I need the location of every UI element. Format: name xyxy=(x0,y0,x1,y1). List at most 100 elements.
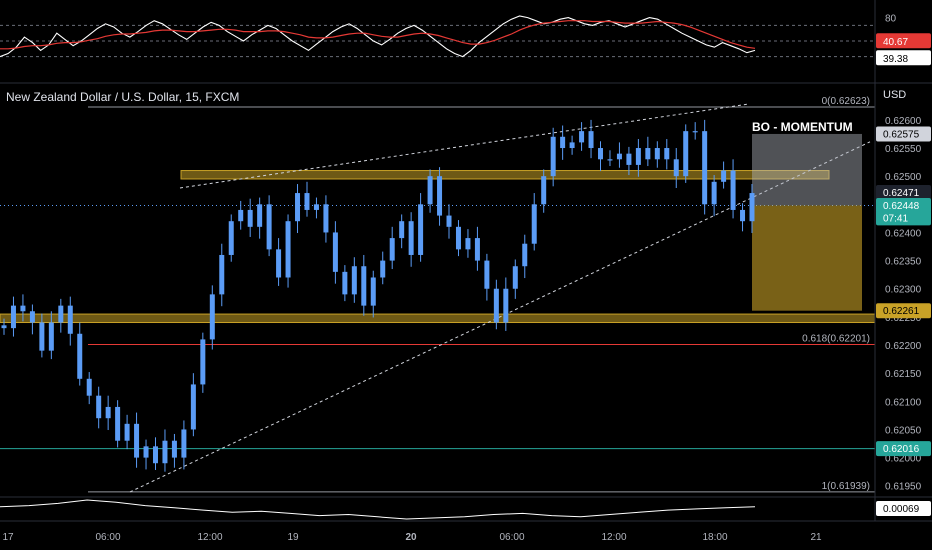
candle-body xyxy=(209,294,215,340)
time-axis-tick-day: 20 xyxy=(405,532,417,543)
bottom-indicator-value: 0.00069 xyxy=(883,504,920,515)
candle-body xyxy=(522,243,528,267)
candle-body xyxy=(683,131,689,177)
candle-body xyxy=(664,148,670,160)
price-label-badge xyxy=(876,197,931,213)
candle-body xyxy=(616,153,622,160)
rsi-ma-line xyxy=(0,20,756,50)
price-axis: 80 40.67 39.38 0.61950 0.62000 0.62050 0.62100… xyxy=(876,14,931,516)
candle-body xyxy=(323,204,329,233)
time-axis-tick: 12:00 xyxy=(601,532,626,543)
candle-body xyxy=(465,238,471,250)
candle-body xyxy=(560,136,566,149)
price-axis-tick: 0.62100 xyxy=(885,397,922,408)
time-axis-tick: 18:00 xyxy=(702,532,727,543)
candle-body xyxy=(285,221,291,278)
candle-body xyxy=(484,260,490,289)
time-axis-tick: 06:00 xyxy=(95,532,120,543)
price-label-text: 0.62261 xyxy=(883,306,920,317)
time-axis-tick: 06:00 xyxy=(499,532,524,543)
candle-body xyxy=(588,131,594,149)
price-label-badge xyxy=(876,126,931,142)
candle-body xyxy=(48,322,54,351)
price-label-badge xyxy=(876,184,931,200)
candle-body xyxy=(389,238,395,261)
candle-body xyxy=(105,406,111,419)
candle-body xyxy=(190,384,196,430)
candle-body xyxy=(313,204,319,210)
candle-body xyxy=(20,305,26,312)
candle-body xyxy=(58,305,64,323)
rsi-value-badge xyxy=(876,50,931,66)
candle-body xyxy=(342,271,348,295)
rsi-axis-tick: 80 xyxy=(885,14,897,25)
candle-body xyxy=(219,254,225,295)
candle-body xyxy=(162,440,168,464)
candle-body xyxy=(115,406,121,441)
time-axis-tick: 19 xyxy=(287,532,299,543)
candle-body xyxy=(266,204,272,250)
candle-body xyxy=(10,305,16,329)
rsi-panel xyxy=(0,15,875,58)
candle-body xyxy=(152,446,158,464)
candle-body xyxy=(503,288,509,323)
price-label-text: 07:41 xyxy=(883,213,908,224)
bottom-indicator-badge xyxy=(876,501,931,516)
candle-body xyxy=(531,204,537,244)
fib-level-label: 0(0.62623) xyxy=(822,96,870,107)
resistance-zone xyxy=(180,170,830,180)
candle-body xyxy=(380,260,386,278)
candle-body xyxy=(418,204,424,255)
candle-body xyxy=(635,148,641,165)
candle-body xyxy=(86,378,92,396)
candle-body xyxy=(238,209,244,222)
candle-body xyxy=(474,238,480,261)
price-panel: 0(0.62623) 0.618(0.62201) 1(0.61939) BO - M… xyxy=(0,96,876,493)
price-axis-tick: 0.62250 xyxy=(885,313,922,324)
rsi-line xyxy=(0,15,756,58)
candle-body xyxy=(200,339,206,385)
candle-body xyxy=(399,221,405,239)
candle-body xyxy=(295,193,301,222)
fib-level-label: 0.618(0.62201) xyxy=(802,333,870,344)
candle-body xyxy=(304,193,310,210)
candle-body xyxy=(427,176,433,205)
fib-level-label: 1(0.61939) xyxy=(822,481,870,492)
price-label-text: 0.62471 xyxy=(883,188,920,199)
time-axis-tick: 21 xyxy=(810,532,822,543)
position-stop-area xyxy=(752,133,862,206)
candle-body xyxy=(654,148,660,160)
price-axis-tick: 0.62150 xyxy=(885,369,922,380)
price-label-text: 0.62575 xyxy=(883,129,920,140)
price-axis-tick: 0.62500 xyxy=(885,172,922,183)
price-axis-tick: 0.62200 xyxy=(885,341,922,352)
lower-trendline xyxy=(129,141,871,493)
price-axis-tick: 0.62600 xyxy=(885,116,922,127)
position-annotation: BO - MOMENTUM xyxy=(752,120,853,134)
candle-body xyxy=(370,277,376,306)
support-zone xyxy=(0,313,876,324)
price-axis-tick: 0.61950 xyxy=(885,482,922,493)
bottom-indicator-panel xyxy=(0,499,756,520)
currency-label: USD xyxy=(883,89,907,101)
candle-body xyxy=(740,209,746,222)
candle-body xyxy=(673,159,679,177)
candle-body xyxy=(39,322,45,351)
candle-body xyxy=(692,131,698,133)
price-label-badge xyxy=(876,303,931,319)
price-axis-tick: 0.62550 xyxy=(885,144,922,155)
candle-body xyxy=(67,305,73,334)
candle-body xyxy=(361,266,367,306)
bottom-indicator-line xyxy=(0,499,756,520)
candle-body xyxy=(598,148,604,160)
candle-body xyxy=(721,170,727,182)
candle-body xyxy=(247,209,253,227)
candle-body xyxy=(569,142,575,149)
candle-body xyxy=(579,131,585,143)
candle-body xyxy=(730,170,736,210)
price-label-badge xyxy=(876,441,931,457)
candle-body xyxy=(257,204,263,227)
candle-body xyxy=(228,221,234,255)
candle-body xyxy=(171,440,177,458)
